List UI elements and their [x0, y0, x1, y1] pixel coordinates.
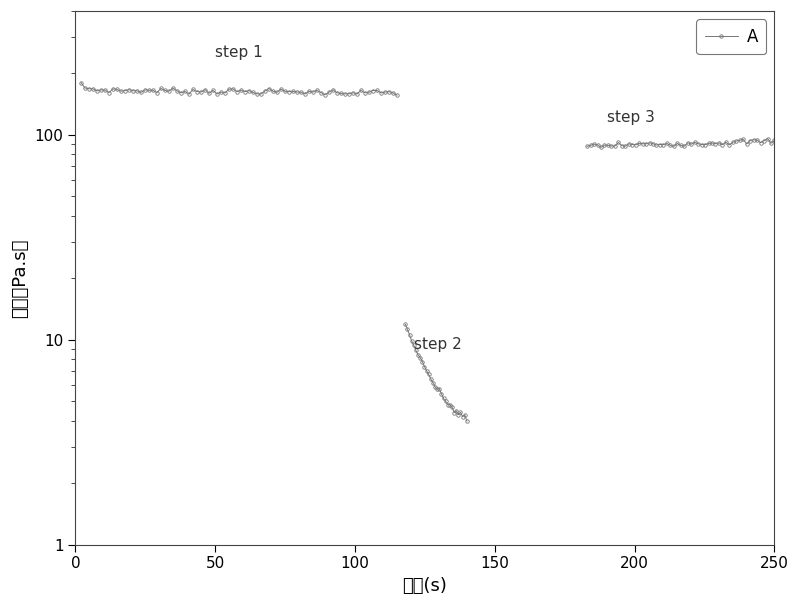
X-axis label: 时间(s): 时间(s) — [402, 577, 447, 595]
A — [216, 88, 226, 96]
A — [356, 87, 366, 94]
Text: step 3: step 3 — [606, 110, 654, 125]
Y-axis label: 粘度（Pa.s）: 粘度（Pa.s） — [11, 238, 29, 318]
Text: step 1: step 1 — [215, 45, 263, 59]
Line: A: A — [79, 81, 398, 97]
A — [392, 92, 402, 99]
Text: step 2: step 2 — [414, 337, 462, 352]
A — [264, 85, 274, 92]
A — [280, 88, 290, 95]
A — [76, 79, 86, 86]
A — [292, 88, 302, 96]
Legend: A: A — [697, 19, 766, 54]
A — [268, 88, 278, 95]
